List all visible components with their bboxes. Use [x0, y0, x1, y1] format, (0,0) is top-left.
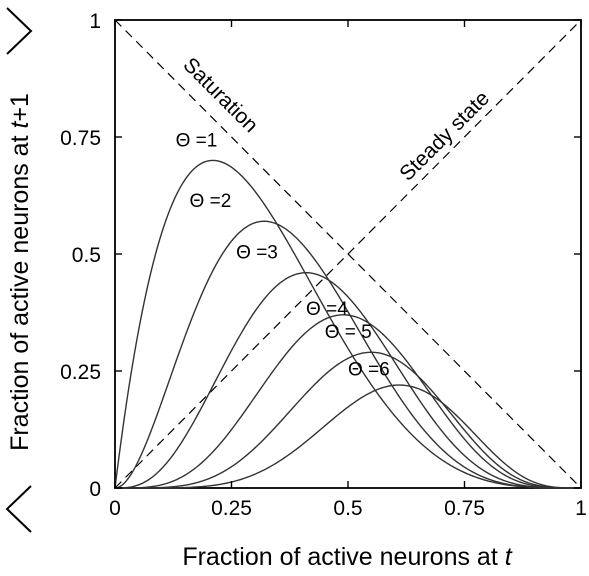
x-axis-label: Fraction of active neurons at t — [182, 543, 512, 571]
curve-theta-5 — [115, 351, 581, 489]
curve-label-theta-6: Θ =6 — [348, 360, 390, 381]
curve-label-theta-5: Θ = 5 — [325, 322, 372, 343]
curve-theta-6 — [115, 384, 581, 489]
curve-label-theta-2: Θ =2 — [190, 191, 232, 212]
curve-label-theta-4: Θ =4 — [306, 299, 348, 320]
x-tick-label: 0.75 — [444, 497, 485, 520]
y-axis-label-text: Fraction of active neurons at — [6, 129, 34, 451]
ticks — [114, 19, 582, 489]
y-axis-label-var: t — [6, 121, 34, 129]
x-tick-label: 0.5 — [333, 497, 362, 520]
curve-theta-4 — [115, 314, 581, 489]
y-axis-label-bracket-close — [6, 7, 33, 55]
y-tick-label: 0.5 — [72, 244, 101, 267]
curve-theta-2 — [114, 220, 581, 489]
steady-state-label: Steady state — [395, 87, 494, 186]
y-tick-label: 0.75 — [60, 127, 101, 150]
curve-label-theta-3: Θ =3 — [236, 243, 278, 264]
y-axis-label-bracket-open — [5, 485, 32, 533]
curves — [114, 159, 581, 489]
y-tick-label: 1 — [89, 10, 101, 33]
curve-theta-1 — [114, 159, 581, 489]
curve-labels: Θ =1 Θ =2 Θ =3 Θ =4Θ = 5 Θ =6 — [176, 130, 390, 380]
y-axis-label: Fraction of active neurons at t+1 — [6, 93, 34, 451]
reference-lines — [114, 19, 582, 489]
x-tick-label: 0 — [109, 497, 121, 520]
y-axis-label-suffix: +1 — [6, 93, 34, 122]
saturation-label: Saturation — [178, 53, 262, 137]
x-tick-label: 1 — [575, 497, 587, 520]
x-tick-label: 0.25 — [211, 497, 252, 520]
y-tick-label: 0.25 — [60, 361, 101, 384]
curve-label-theta-1: Θ =1 — [176, 130, 218, 151]
y-tick-label: 0 — [89, 478, 101, 501]
x-axis-label-var: t — [505, 543, 513, 571]
reference-line-steady-state — [114, 19, 582, 489]
curve-theta-3 — [115, 272, 581, 489]
x-axis-label-text: Fraction of active neurons at — [182, 543, 504, 571]
tick-labels: 0 0.25 0.5 0.75 1 0 0.25 0.5 0.75 1 — [60, 10, 587, 520]
